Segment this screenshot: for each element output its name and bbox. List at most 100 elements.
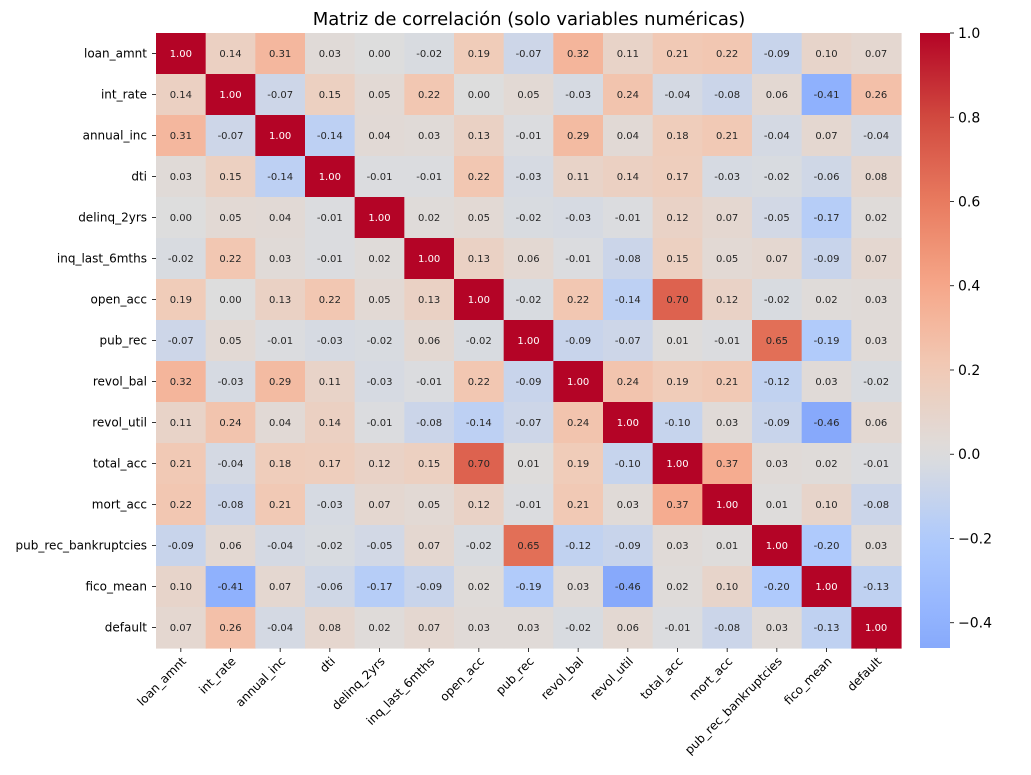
heatmap-cell-label: -0.01 <box>863 459 889 470</box>
heatmap-cell-label: 0.01 <box>517 459 539 470</box>
heatmap-cell <box>553 361 604 403</box>
heatmap-cell-label: 0.18 <box>269 459 291 470</box>
heatmap-cell-label: -0.03 <box>218 377 244 388</box>
heatmap-cell <box>205 566 256 608</box>
heatmap-cell-label: 1.00 <box>219 90 241 101</box>
heatmap-cell-label: 0.07 <box>865 254 887 265</box>
heatmap-cell <box>702 443 753 485</box>
heatmap-cell-label: 0.03 <box>865 295 887 306</box>
heatmap-cell <box>404 238 455 280</box>
heatmap-cell <box>255 566 306 608</box>
heatmap-cell <box>851 525 902 567</box>
heatmap-cell <box>752 279 803 321</box>
heatmap-cell <box>553 74 604 116</box>
heatmap-cell-label: -0.14 <box>466 418 492 429</box>
heatmap-cell-label: -0.02 <box>516 213 542 224</box>
x-tick-label: open_acc <box>437 654 487 704</box>
heatmap-cell-label: -0.08 <box>218 500 244 511</box>
heatmap-cell <box>156 115 207 157</box>
heatmap-cell <box>454 238 505 280</box>
heatmap-cell <box>255 443 306 485</box>
heatmap-cell-label: -0.03 <box>516 172 542 183</box>
heatmap-cell <box>404 484 455 526</box>
x-tick-label: annual_inc <box>233 654 288 709</box>
heatmap-cell-label: 1.00 <box>865 623 887 634</box>
heatmap-cell-label: 0.19 <box>468 49 490 60</box>
heatmap-cell <box>702 361 753 403</box>
heatmap-cell <box>553 238 604 280</box>
heatmap-cell <box>553 525 604 567</box>
heatmap-cell <box>404 320 455 362</box>
colorbar-tick-label: −0.4 <box>958 616 992 632</box>
heatmap-cell <box>205 607 256 649</box>
heatmap-cell-label: -0.05 <box>764 213 790 224</box>
heatmap-cell-label: 0.17 <box>666 172 688 183</box>
colorbar-tick-label: 0.8 <box>958 110 980 126</box>
heatmap-cell <box>851 607 902 649</box>
heatmap-cell <box>752 525 803 567</box>
heatmap-cell-label: -0.17 <box>367 582 393 593</box>
heatmap-cell <box>503 361 554 403</box>
heatmap-cell-label: -0.19 <box>516 582 542 593</box>
heatmap-cell <box>752 156 803 198</box>
heatmap-cell-label: -0.01 <box>714 336 740 347</box>
heatmap-cell <box>702 607 753 649</box>
heatmap-cell <box>255 484 306 526</box>
heatmap-cell-label: 0.65 <box>766 336 788 347</box>
heatmap-cell <box>404 279 455 321</box>
heatmap-cell-label: 0.02 <box>865 213 887 224</box>
heatmap-cell <box>156 525 207 567</box>
heatmap-cell <box>851 74 902 116</box>
heatmap-cell <box>156 484 207 526</box>
heatmap-cell <box>454 566 505 608</box>
heatmap-cell-label: 0.65 <box>517 541 539 552</box>
heatmap-cell-label: -0.04 <box>764 131 790 142</box>
heatmap-cell <box>305 115 356 157</box>
heatmap-cell-label: -0.04 <box>267 541 293 552</box>
heatmap-cell-label: -0.12 <box>565 541 591 552</box>
heatmap-cell-label: 0.08 <box>865 172 887 183</box>
heatmap-cell-label: 0.70 <box>468 459 490 470</box>
heatmap-cell-label: 0.07 <box>368 500 390 511</box>
x-tick-label: pub_rec_bankruptcies <box>682 654 785 757</box>
heatmap-cell-label: 0.02 <box>418 213 440 224</box>
heatmap-cell <box>404 566 455 608</box>
heatmap-cell <box>205 197 256 239</box>
heatmap-cell-label: 0.11 <box>170 418 192 429</box>
heatmap-cell <box>354 197 405 239</box>
y-tick-label: int_rate <box>101 88 147 102</box>
heatmap-cell-label: -0.17 <box>814 213 840 224</box>
heatmap-cell <box>702 320 753 362</box>
heatmap-cell <box>255 33 306 75</box>
heatmap-cell-label: 0.18 <box>666 131 688 142</box>
heatmap-cell-label: 1.00 <box>666 459 688 470</box>
heatmap-cell <box>305 156 356 198</box>
heatmap-cell <box>354 525 405 567</box>
heatmap-cell <box>305 607 356 649</box>
heatmap-cell <box>801 402 852 444</box>
heatmap-cell-label: 0.10 <box>716 582 738 593</box>
x-tick-label: default <box>845 654 885 694</box>
heatmap-cell-label: 0.12 <box>666 213 688 224</box>
heatmap-cell <box>702 33 753 75</box>
heatmap-cell <box>752 402 803 444</box>
heatmap-cell <box>851 33 902 75</box>
heatmap-cell <box>553 320 604 362</box>
heatmap-cell <box>801 156 852 198</box>
heatmap-cell-label: -0.20 <box>814 541 840 552</box>
heatmap-cell-label: 0.07 <box>815 131 837 142</box>
y-tick-label: open_acc <box>91 293 148 307</box>
heatmap-cell-label: 0.31 <box>269 49 291 60</box>
heatmap-cell-label: 0.05 <box>368 90 390 101</box>
heatmap-cell <box>603 484 654 526</box>
heatmap-cell-label: 1.00 <box>716 500 738 511</box>
heatmap-cell-label: 0.24 <box>617 377 639 388</box>
heatmap-cell-label: 0.02 <box>368 254 390 265</box>
heatmap-cell-label: -0.07 <box>218 131 244 142</box>
heatmap-cell-label: -0.12 <box>764 377 790 388</box>
heatmap-cell-label: -0.14 <box>267 172 293 183</box>
heatmap-cell <box>851 402 902 444</box>
heatmap-cell-label: 1.00 <box>517 336 539 347</box>
heatmap-cell <box>255 320 306 362</box>
heatmap-cell-label: 1.00 <box>418 254 440 265</box>
